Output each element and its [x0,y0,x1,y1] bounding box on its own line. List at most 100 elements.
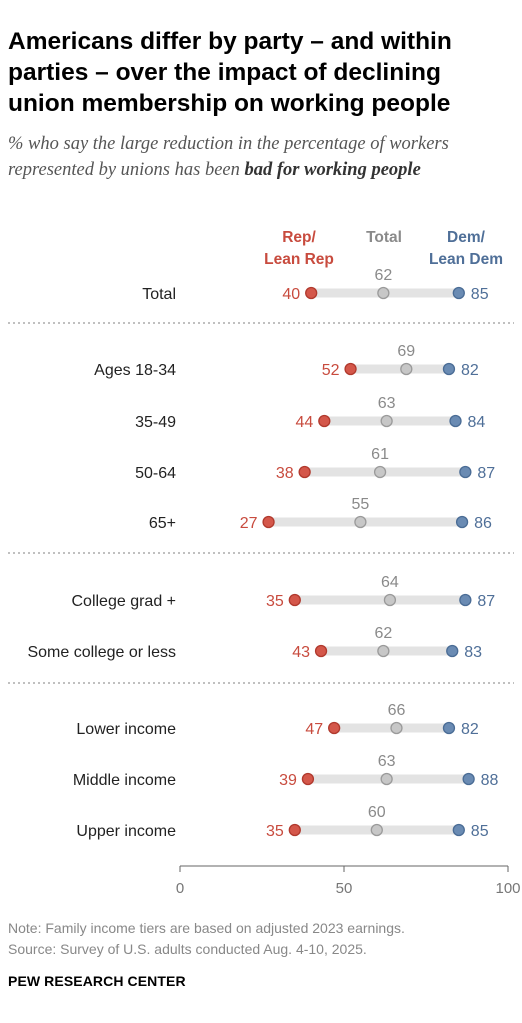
rep-value-label: 40 [282,286,300,303]
row-label: Upper income [76,823,176,840]
subtitle-emphasis: bad for working people [244,159,421,180]
row-label: 35-49 [135,414,176,431]
total-dot [380,772,393,786]
total-dot [400,362,413,376]
rep-dot [288,593,301,607]
dem-dot [459,465,472,479]
total-dot [373,465,387,479]
chart-row: Total 40 62 85 [142,267,488,303]
total-dot [354,515,367,529]
rep-value-label: 44 [296,414,314,431]
total-value-label: 66 [388,702,406,719]
row-label: 65+ [149,515,176,532]
chart-row: Upper income 35 60 85 [76,804,488,840]
chart-row: 35-49 44 63 84 [135,395,485,431]
total-value-label: 55 [352,496,370,513]
dem-dot [462,772,475,786]
dem-value-label: 82 [461,721,479,738]
rep-value-label: 47 [305,721,323,738]
chart-rows: Total 40 62 85 Ages 18-34 52 69 82 35-49 44 63 84 50… [8,267,514,840]
dem-dot [455,515,469,529]
dem-value-label: 83 [464,644,482,661]
chart-row: 50-64 38 61 87 [135,446,495,482]
total-value-label: 62 [374,625,392,642]
row-label: College grad + [71,593,176,610]
rep-value-label: 38 [276,465,294,482]
total-dot [377,286,390,300]
rep-dot [305,286,318,300]
rep-value-label: 43 [292,644,310,661]
x-tick-label: 100 [495,880,520,897]
legend-rep-line1: Rep/ [282,229,316,246]
dem-value-label: 85 [471,823,489,840]
row-label: Some college or less [27,644,176,661]
rep-value-label: 39 [279,772,297,789]
source-text: Source: Survey of U.S. adults conducted … [8,941,367,957]
total-value-label: 62 [374,267,392,284]
rep-value-label: 27 [240,515,258,532]
rep-dot [301,772,315,786]
legend: Rep/ Lean Rep Total Dem/ Lean Dem [264,229,503,268]
total-value-label: 69 [397,343,415,360]
dem-value-label: 84 [468,414,486,431]
footnote: Note: Family income tiers are based on a… [8,918,513,960]
x-axis: 0 50 100 [176,865,521,897]
row-label: 50-64 [135,465,176,482]
chart-row: Lower income 47 66 82 [76,702,478,738]
dem-value-label: 82 [461,362,479,379]
dem-dot [446,644,459,658]
total-dot [390,721,403,735]
legend-dem-line1: Dem/ [447,229,486,246]
x-tick-label: 0 [176,880,184,897]
row-label: Lower income [76,721,176,738]
brand-logo-text: PEW RESEARCH CENTER [8,973,186,989]
row-label: Total [142,286,176,303]
dem-dot [442,721,456,735]
rep-value-label: 52 [322,362,340,379]
total-value-label: 60 [368,804,386,821]
rep-dot [344,362,357,376]
dem-value-label: 86 [474,515,492,532]
chart-row: 65+ 27 55 86 [149,496,492,532]
dem-value-label: 88 [481,772,499,789]
row-label: Middle income [73,772,176,789]
chart-title: Americans differ by party – and within p… [8,28,452,117]
dem-dot [452,823,465,837]
dem-value-label: 85 [471,286,489,303]
rep-dot [318,414,331,428]
rep-dot [298,465,311,479]
rep-dot [314,644,328,658]
dem-dot [449,414,462,428]
dem-value-label: 87 [477,465,495,482]
rep-value-label: 35 [266,823,284,840]
legend-total: Total [366,229,402,246]
rep-value-label: 35 [266,593,284,610]
chart-row: Some college or less 43 62 83 [27,625,482,661]
total-value-label: 63 [378,753,396,770]
chart-row: College grad + 35 64 87 [71,574,495,610]
rep-dot [288,823,301,837]
rep-dot [262,515,275,529]
legend-rep-line2: Lean Rep [264,251,334,268]
row-label: Ages 18-34 [94,362,176,379]
dem-dot [452,286,465,300]
legend-dem-line2: Lean Dem [429,251,503,268]
chart-row: Middle income 39 63 88 [73,753,499,789]
dem-dot [442,362,456,376]
total-dot [380,414,393,428]
total-dot [383,593,397,607]
x-tick-label: 50 [336,880,353,897]
total-value-label: 63 [378,395,396,412]
total-value-label: 64 [381,574,399,591]
chart-subtitle: % who say the large reduction in the per… [8,132,508,183]
chart-row: Ages 18-34 52 69 82 [94,343,479,379]
rep-dot [328,721,341,735]
dem-dot [459,593,472,607]
total-value-label: 61 [371,446,389,463]
subtitle-text: % who say the large reduction in the per… [8,134,449,180]
total-dot [370,823,383,837]
total-dot [377,644,390,658]
note-text: Note: Family income tiers are based on a… [8,920,405,936]
dem-value-label: 87 [477,593,495,610]
